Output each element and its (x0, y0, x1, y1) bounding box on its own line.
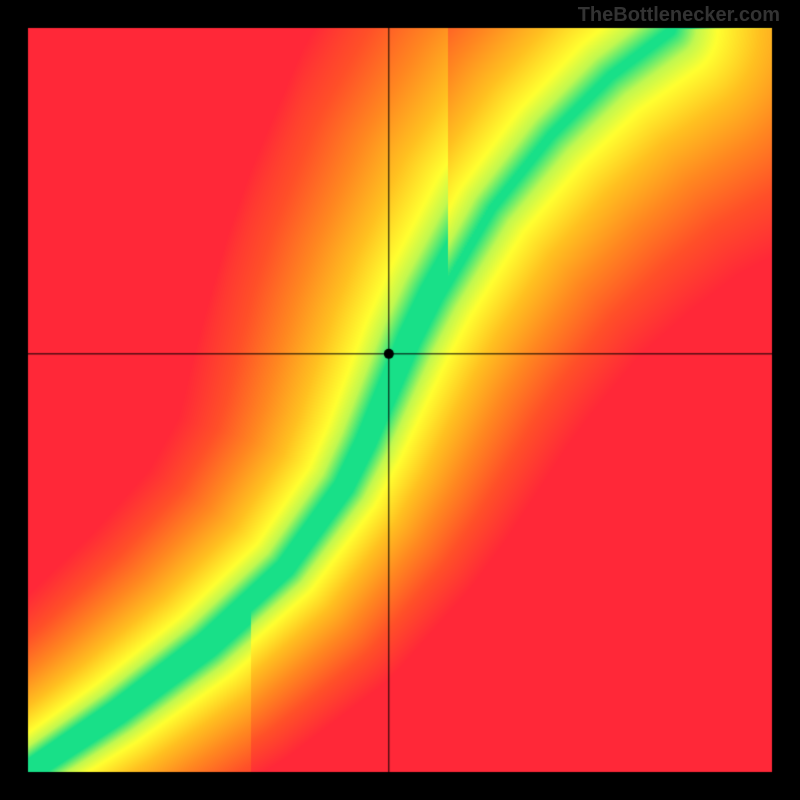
heatmap-canvas (0, 0, 800, 800)
chart-container: TheBottlenecker.com (0, 0, 800, 800)
watermark-text: TheBottlenecker.com (578, 4, 780, 27)
